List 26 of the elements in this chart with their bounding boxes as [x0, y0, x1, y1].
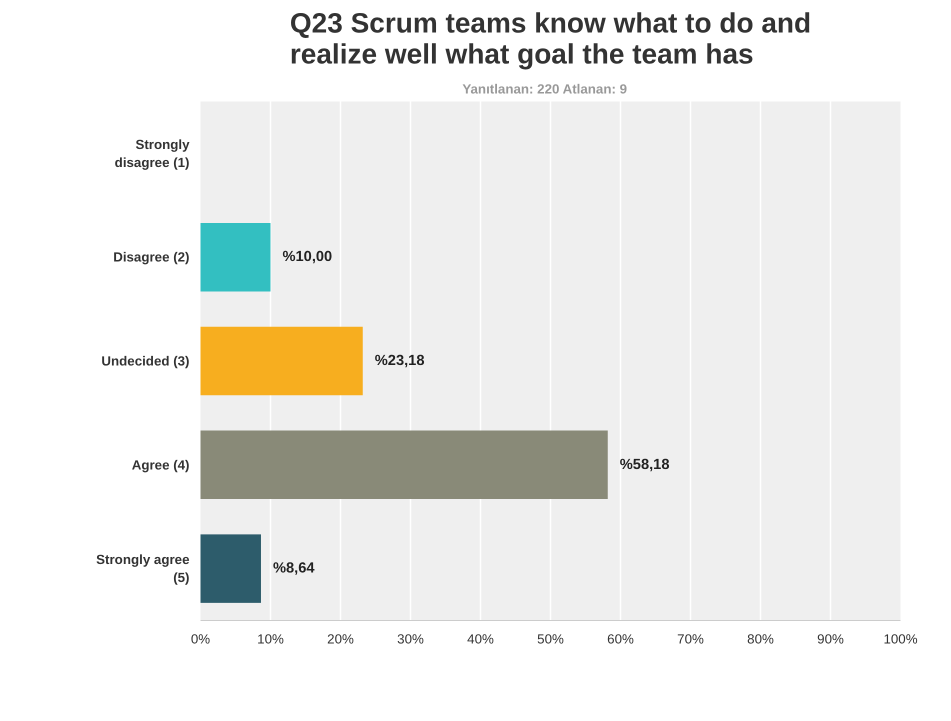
x-tick-label: 0%	[190, 632, 210, 646]
y-tick-label: Agree (4)	[132, 457, 190, 472]
data-label: %58,18	[620, 456, 670, 473]
chart-subtitle: Yanıtlanan: 220 Atlanan: 9	[462, 82, 628, 96]
bar	[200, 430, 608, 500]
x-tick-label: 10%	[257, 632, 284, 646]
y-tick-label: Disagree (2)	[113, 250, 190, 265]
x-tick-label: 70%	[677, 632, 704, 646]
x-tick-label: 30%	[397, 632, 424, 646]
x-tick-label: 50%	[537, 632, 564, 646]
x-tick-label: 20%	[327, 632, 354, 646]
bar	[200, 534, 261, 603]
bar	[200, 222, 270, 292]
bar	[200, 326, 363, 396]
y-tick-label: Strongly agree (5)	[96, 552, 190, 586]
x-tick-label: 80%	[747, 632, 774, 646]
data-label: %23,18	[374, 353, 424, 369]
x-tick-label: 40%	[467, 632, 494, 646]
y-tick-label: Strongly disagree (1)	[114, 136, 190, 170]
x-tick-label: 90%	[817, 632, 844, 646]
data-label: %10,00	[282, 249, 332, 266]
x-tick-label: 60%	[607, 632, 634, 646]
chart-title: Q23 Scrum teams know what to do and realize well what goal the team has	[290, 8, 812, 70]
x-tick-label: 100%	[883, 632, 918, 646]
data-label: %8,64	[272, 560, 316, 577]
y-tick-label: Undecided (3)	[101, 354, 190, 368]
